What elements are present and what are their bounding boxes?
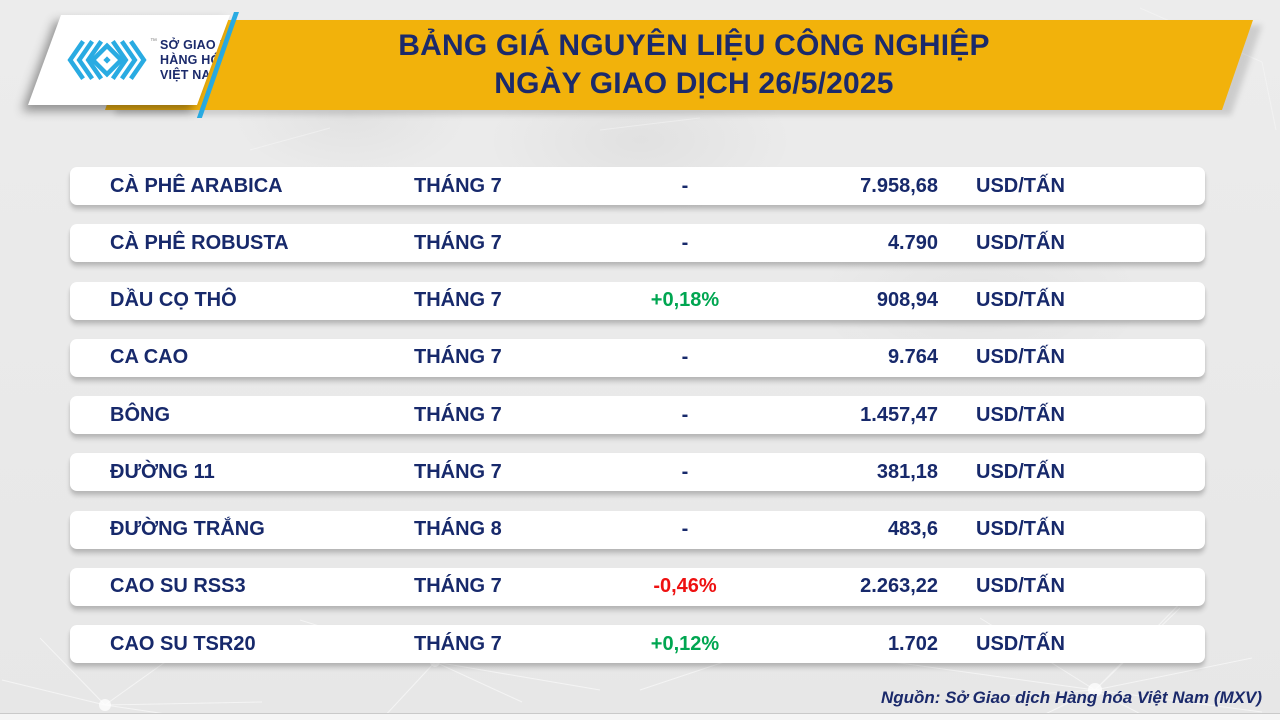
table-row: BÔNG THÁNG 7 - 1.457,47 USD/TẤN <box>70 396 1205 434</box>
mxv-logo-box: ™ SỞ GIAO DỊCH HÀNG HÓA VIỆT NAM <box>28 15 230 105</box>
price-unit: USD/TẤN <box>976 231 1065 254</box>
price-value: 381,18 <box>876 460 938 483</box>
commodity-name: CAO SU TSR20 <box>110 632 256 655</box>
commodity-name: CÀ PHÊ ARABICA <box>110 174 283 197</box>
price-value: 7.958,68 <box>860 174 938 197</box>
change-percent: - <box>681 460 689 483</box>
table-row: CAO SU TSR20 THÁNG 7 +0,12% 1.702 USD/TẤ… <box>70 625 1205 663</box>
price-value: 9.764 <box>887 346 938 369</box>
bottom-strip <box>0 713 1280 720</box>
page-title: BẢNG GIÁ NGUYÊN LIỆU CÔNG NGHIỆP <box>398 29 990 62</box>
commodity-name: ĐƯỜNG TRẮNG <box>110 518 265 540</box>
price-unit: USD/TẤN <box>976 460 1065 483</box>
contract-month: THÁNG 7 <box>414 231 502 254</box>
trademark-symbol: ™ <box>150 38 157 45</box>
table-row: CÀ PHÊ ARABICA THÁNG 7 - 7.958,68 USD/TẤ… <box>70 167 1205 205</box>
change-percent: +0,12% <box>650 632 720 655</box>
commodity-name: BÔNG <box>110 403 170 426</box>
change-percent: - <box>681 231 689 254</box>
change-percent: - <box>681 403 689 426</box>
contract-month: THÁNG 7 <box>414 575 502 598</box>
price-unit: USD/TẤN <box>976 174 1065 197</box>
price-unit: USD/TẤN <box>976 403 1065 426</box>
contract-month: THÁNG 8 <box>414 518 502 540</box>
commodity-name: DẦU CỌ THÔ <box>110 289 237 311</box>
table-row: CA CAO THÁNG 7 - 9.764 USD/TẤN <box>70 338 1205 377</box>
table-row: ĐƯỜNG 11 THÁNG 7 - 381,18 USD/TẤN <box>70 453 1205 492</box>
table-row: ĐƯỜNG TRẮNG THÁNG 8 - 483,6 USD/TẤN <box>70 510 1205 549</box>
price-unit: USD/TẤN <box>976 632 1065 655</box>
price-unit: USD/TẤN <box>976 575 1065 598</box>
contract-month: THÁNG 7 <box>414 174 502 197</box>
commodity-name: CA CAO <box>110 346 189 369</box>
change-percent: - <box>681 518 689 540</box>
change-percent: -0,46% <box>653 575 717 598</box>
mxv-logo-icon <box>65 35 149 85</box>
page-subtitle-date: NGÀY GIAO DỊCH 26/5/2025 <box>494 67 894 100</box>
org-name-line2: HÀNG HÓA <box>160 52 230 67</box>
header-banner-shape: BẢNG GIÁ NGUYÊN LIỆU CÔNG NGHIỆP NGÀY GI… <box>105 20 1253 110</box>
price-value: 2.263,22 <box>860 575 938 598</box>
contract-month: THÁNG 7 <box>414 460 502 483</box>
org-name: SỞ GIAO DỊCH HÀNG HÓA VIỆT NAM <box>160 38 251 83</box>
price-unit: USD/TẤN <box>976 289 1065 311</box>
price-value: 908,94 <box>876 289 938 311</box>
contract-month: THÁNG 7 <box>414 346 502 369</box>
table-row: CAO SU RSS3 THÁNG 7 -0,46% 2.263,22 USD/… <box>70 567 1205 606</box>
price-unit: USD/TẤN <box>976 518 1065 540</box>
contract-month: THÁNG 7 <box>414 632 502 655</box>
contract-month: THÁNG 7 <box>414 289 502 311</box>
org-name-line3: VIỆT NAM <box>160 67 222 82</box>
change-percent: - <box>681 346 689 369</box>
header-banner: BẢNG GIÁ NGUYÊN LIỆU CÔNG NGHIỆP NGÀY GI… <box>105 20 1253 110</box>
price-value: 1.702 <box>887 632 938 655</box>
change-percent: +0,18% <box>650 289 720 311</box>
commodity-name: CÀ PHÊ ROBUSTA <box>110 231 289 254</box>
commodity-name: CAO SU RSS3 <box>110 575 246 598</box>
source-caption: Nguồn: Sở Giao dịch Hàng hóa Việt Nam (M… <box>880 688 1262 707</box>
change-percent: - <box>681 174 689 197</box>
table-row: DẦU CỌ THÔ THÁNG 7 +0,18% 908,94 USD/TẤN <box>70 281 1205 320</box>
mxv-logo-plate: ™ SỞ GIAO DỊCH HÀNG HÓA VIỆT NAM <box>28 15 230 105</box>
commodity-name: ĐƯỜNG 11 <box>110 460 215 483</box>
price-table: CÀ PHÊ ARABICA THÁNG 7 - 7.958,68 USD/TẤ… <box>70 167 1205 682</box>
price-value: 483,6 <box>887 518 938 540</box>
price-value: 1.457,47 <box>860 403 938 426</box>
price-unit: USD/TẤN <box>976 346 1065 369</box>
contract-month: THÁNG 7 <box>414 403 502 426</box>
table-row: CÀ PHÊ ROBUSTA THÁNG 7 - 4.790 USD/TẤN <box>70 224 1205 263</box>
price-value: 4.790 <box>887 231 938 254</box>
